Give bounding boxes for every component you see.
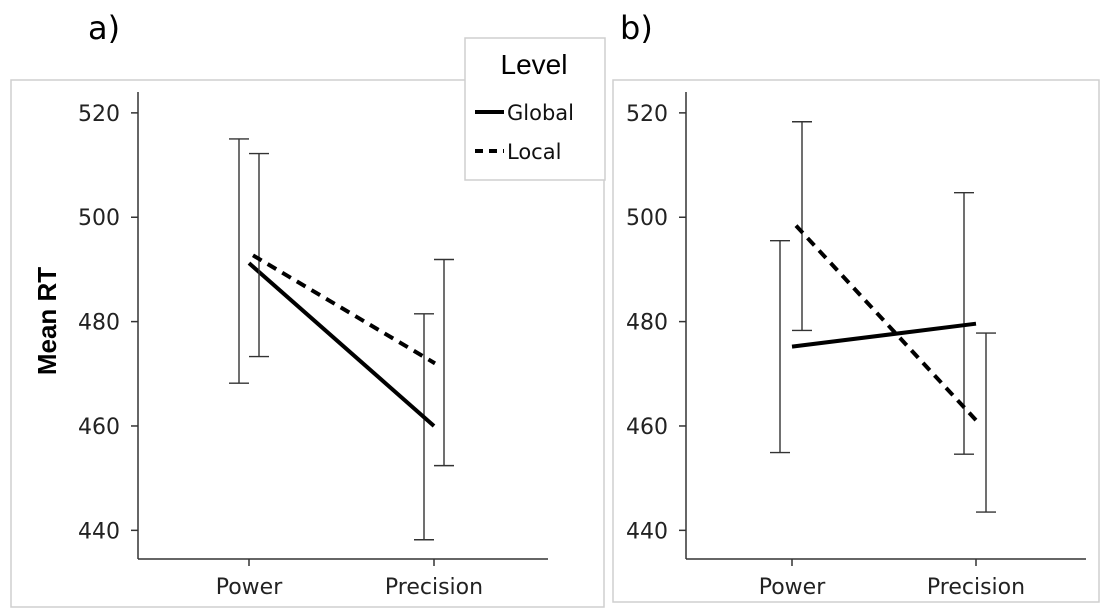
panel-a-x-tick-label: Precision xyxy=(385,575,483,600)
panel-a-series xyxy=(229,138,454,541)
panel-a-label: a) xyxy=(88,9,120,47)
panel-a-x-tick-label: Power xyxy=(216,575,283,600)
panel-a-global-line xyxy=(247,261,436,428)
panel-b-x-tick-label: Power xyxy=(759,575,826,600)
panel-b-frame xyxy=(612,79,1100,603)
panel-a-axes xyxy=(137,92,548,560)
panel-b-label: b) xyxy=(620,9,653,47)
panel-a-y-tick-label: 520 xyxy=(78,102,120,127)
legend-global-label: Global xyxy=(507,101,574,125)
legend-box xyxy=(464,37,606,181)
legend-local-label: Local xyxy=(507,140,561,164)
panel-b-y-tick-label: 500 xyxy=(626,206,668,231)
panel-a-global-error-bar xyxy=(229,138,249,384)
panel-a-local-error-bar xyxy=(434,258,454,467)
legend: Level Global Local xyxy=(464,37,606,181)
panel-a-global-error-bar xyxy=(414,313,434,541)
panel-b-y-tick-label: 460 xyxy=(626,415,668,440)
panel-a-y-tick-label: 500 xyxy=(78,206,120,231)
panel-b-local-line xyxy=(794,224,979,423)
panel-a-local-error-bar xyxy=(249,152,269,358)
panel-b-y-ticks: 440 460 480 500 520 xyxy=(626,102,686,544)
panel-a-x-ticks: Power Precision xyxy=(216,559,483,600)
panel-a-y-tick-label: 460 xyxy=(78,415,120,440)
panel-b-x-tick-label: Precision xyxy=(927,575,1025,600)
panel-b: b) 440 460 480 500 520 Power Precision xyxy=(612,9,1100,603)
panel-b-y-tick-label: 520 xyxy=(626,102,668,127)
panel-b-global-line xyxy=(791,321,977,349)
panel-a-y-ticks: 440 460 480 500 520 xyxy=(78,102,138,544)
panel-b-x-ticks: Power Precision xyxy=(759,559,1025,600)
panel-b-global-error-bar xyxy=(770,240,790,454)
legend-title: Level xyxy=(501,49,568,80)
panel-a-y-tick-label: 440 xyxy=(78,519,120,544)
panel-b-local-error-bar xyxy=(792,121,812,332)
panel-a-y-axis-label: Mean RT xyxy=(32,267,62,375)
panel-b-series xyxy=(770,121,996,513)
panel-b-y-tick-label: 440 xyxy=(626,519,668,544)
panel-b-y-tick-label: 480 xyxy=(626,311,668,336)
panel-b-axes xyxy=(685,92,1086,560)
panel-b-local-error-bar xyxy=(976,332,996,513)
panel-a-y-tick-label: 480 xyxy=(78,311,120,336)
panel-a-local-line xyxy=(251,253,437,366)
